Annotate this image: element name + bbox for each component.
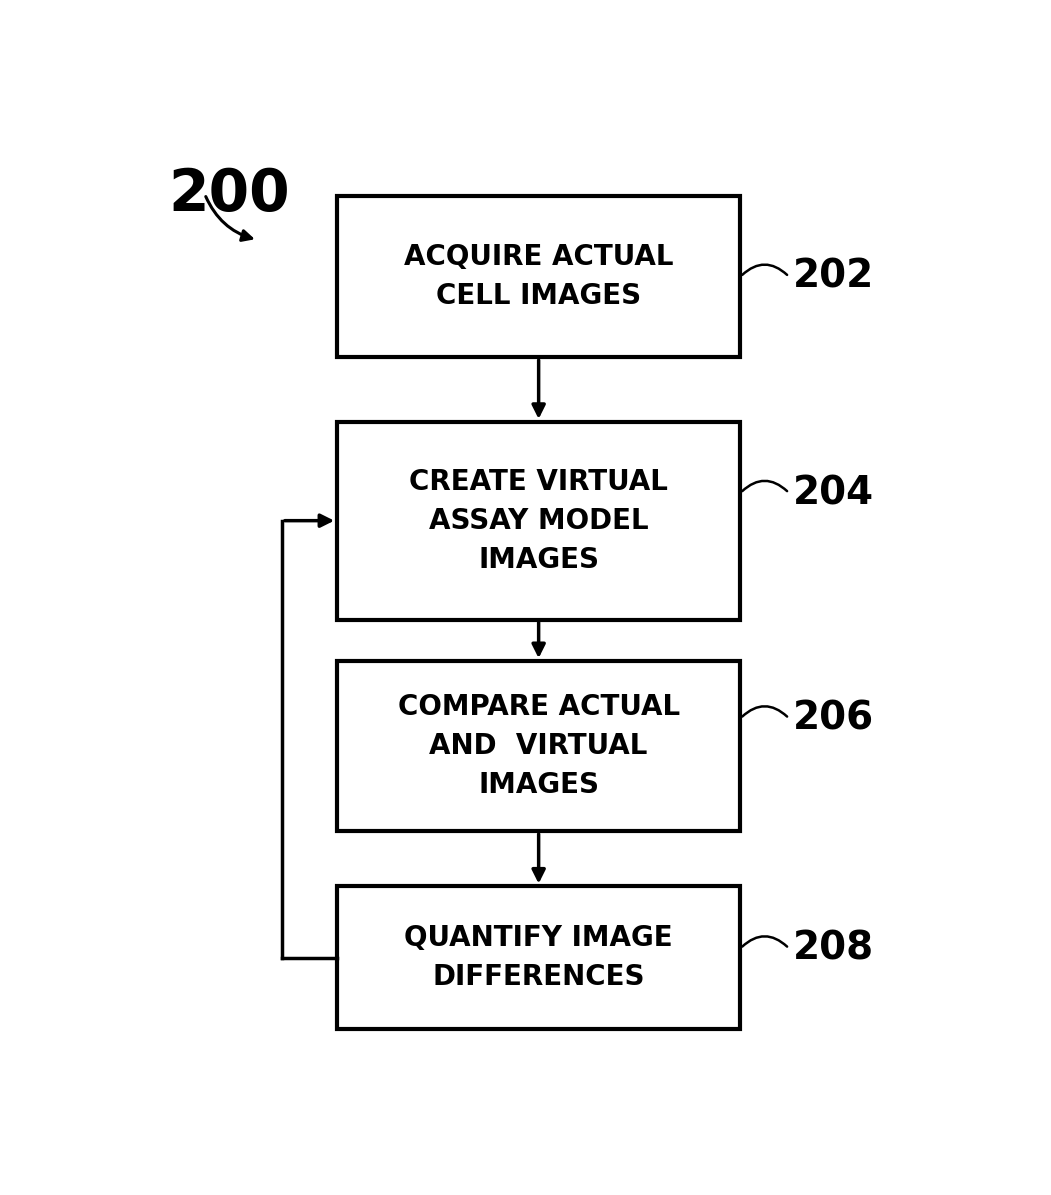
- Text: 208: 208: [794, 930, 874, 968]
- Bar: [337, 661, 740, 832]
- Text: ACQUIRE ACTUAL
CELL IMAGES: ACQUIRE ACTUAL CELL IMAGES: [404, 244, 674, 311]
- Text: 204: 204: [794, 474, 874, 511]
- Text: COMPARE ACTUAL
AND  VIRTUAL
IMAGES: COMPARE ACTUAL AND VIRTUAL IMAGES: [397, 693, 680, 799]
- Bar: [337, 422, 740, 619]
- Bar: [337, 196, 740, 357]
- Text: CREATE VIRTUAL
ASSAY MODEL
IMAGES: CREATE VIRTUAL ASSAY MODEL IMAGES: [409, 467, 668, 574]
- Text: 200: 200: [168, 166, 290, 223]
- Text: 202: 202: [794, 258, 874, 296]
- Text: QUANTIFY IMAGE
DIFFERENCES: QUANTIFY IMAGE DIFFERENCES: [405, 924, 673, 991]
- Text: 206: 206: [794, 699, 874, 737]
- Bar: [337, 887, 740, 1029]
